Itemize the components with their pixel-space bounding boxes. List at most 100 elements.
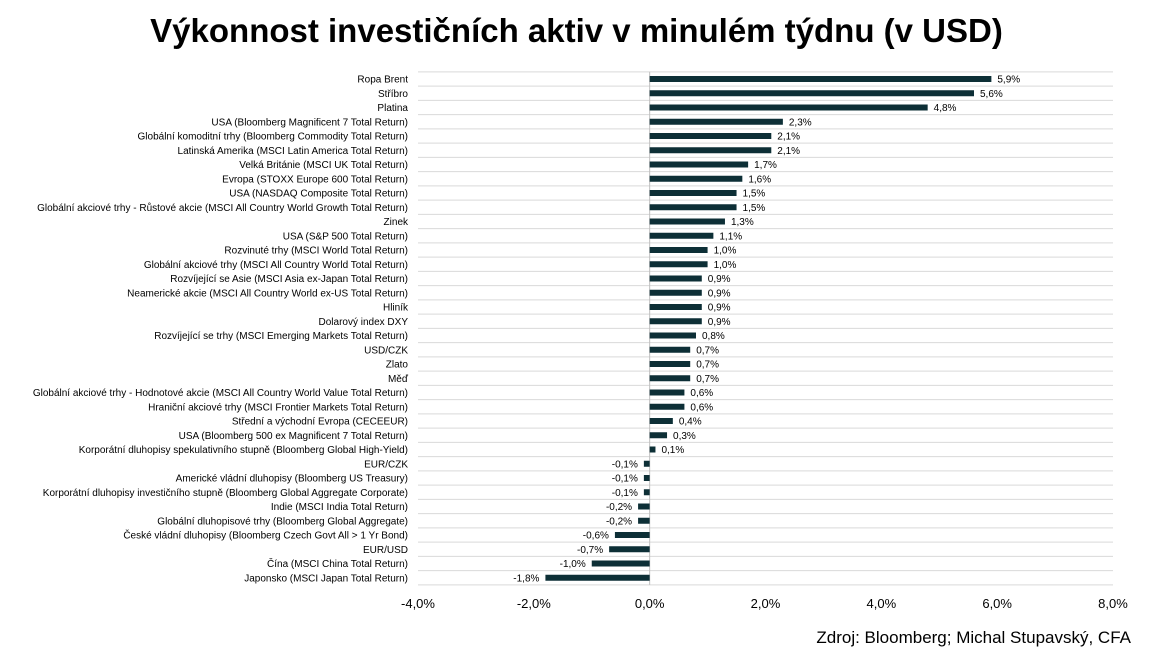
value-label: 0,7% bbox=[696, 345, 719, 356]
bar bbox=[649, 318, 702, 325]
bar bbox=[649, 161, 749, 168]
value-label: 0,9% bbox=[708, 288, 731, 299]
category-label: Indie (MSCI India Total Return) bbox=[271, 502, 408, 513]
value-label: 1,7% bbox=[754, 160, 777, 171]
bar bbox=[643, 460, 650, 467]
category-label: Korporátní dluhopisy spekulativního stup… bbox=[79, 445, 408, 456]
category-label: Stříbro bbox=[378, 89, 408, 100]
value-label: 0,7% bbox=[696, 360, 719, 371]
value-label: -0,2% bbox=[606, 502, 632, 513]
value-label: 1,0% bbox=[714, 260, 737, 271]
x-tick-label: 4,0% bbox=[867, 596, 897, 611]
bar bbox=[545, 574, 650, 581]
value-label: 2,1% bbox=[777, 146, 800, 157]
category-label: USA (Bloomberg 500 ex Magnificent 7 Tota… bbox=[179, 431, 408, 442]
category-label: Japonsko (MSCI Japan Total Return) bbox=[244, 573, 408, 584]
value-label: 5,6% bbox=[980, 89, 1003, 100]
bar bbox=[649, 346, 691, 353]
category-label: Hraniční akciové trhy (MSCI Frontier Mar… bbox=[148, 402, 408, 413]
value-label: 0,1% bbox=[661, 445, 684, 456]
bar bbox=[649, 418, 673, 424]
grid-lines bbox=[418, 71, 1113, 586]
category-label: České vládní dluhopisy (Bloomberg Czech … bbox=[123, 529, 408, 542]
value-label: 0,9% bbox=[708, 317, 731, 328]
bar bbox=[649, 190, 737, 196]
category-label: Globální dluhopisové trhy (Bloomberg Glo… bbox=[157, 516, 408, 527]
category-label: Globální akciové trhy - Hodnotové akcie … bbox=[33, 388, 408, 399]
bars bbox=[545, 76, 992, 581]
bar bbox=[638, 503, 650, 510]
bar bbox=[649, 218, 725, 225]
category-label: Rozvinuté trhy (MSCI World Total Return) bbox=[224, 246, 408, 257]
value-label: 1,5% bbox=[743, 189, 766, 200]
category-label: EUR/CZK bbox=[364, 459, 408, 470]
bar bbox=[649, 304, 702, 310]
value-label: 0,9% bbox=[708, 274, 731, 285]
value-label: 1,3% bbox=[731, 217, 754, 228]
value-label: 1,0% bbox=[714, 246, 737, 257]
bar bbox=[649, 147, 772, 154]
value-label: 1,6% bbox=[748, 174, 771, 185]
value-label: -1,8% bbox=[513, 573, 539, 584]
value-label: -0,1% bbox=[612, 459, 638, 470]
x-tick-labels: -4,0% -2,0% 0,0% 2,0% 4,0% 6,0% 8,0% bbox=[401, 596, 1128, 611]
category-label: USA (NASDAQ Composite Total Return) bbox=[229, 189, 408, 200]
value-label: 4,8% bbox=[934, 103, 957, 114]
x-tick-label: -2,0% bbox=[517, 596, 551, 611]
bar bbox=[649, 261, 708, 268]
bar bbox=[649, 204, 737, 211]
category-label: Střední a východní Evropa (CECEEUR) bbox=[232, 417, 408, 428]
bar bbox=[649, 289, 702, 296]
category-label: Korporátní dluhopisy investičního stupně… bbox=[43, 488, 408, 499]
source-note: Zdroj: Bloomberg; Michal Stupavský, CFA bbox=[816, 628, 1131, 647]
bar bbox=[649, 90, 974, 97]
category-label: Měď bbox=[388, 374, 409, 385]
bar bbox=[649, 332, 696, 339]
value-label: 5,9% bbox=[997, 75, 1020, 86]
category-label: USA (Bloomberg Magnificent 7 Total Retur… bbox=[211, 117, 408, 128]
value-label: -0,7% bbox=[577, 545, 603, 556]
value-label: 0,3% bbox=[673, 431, 696, 442]
bar bbox=[649, 389, 685, 396]
value-label: 2,3% bbox=[789, 117, 812, 128]
value-label: 0,7% bbox=[696, 374, 719, 385]
category-label: USA (S&P 500 Total Return) bbox=[283, 231, 408, 242]
bar bbox=[649, 432, 668, 439]
value-label: 0,8% bbox=[702, 331, 725, 342]
category-label: Zlato bbox=[386, 360, 409, 371]
x-tick-label: 6,0% bbox=[982, 596, 1012, 611]
bar bbox=[649, 76, 992, 82]
bar bbox=[649, 118, 783, 125]
category-label: Evropa (STOXX Europe 600 Total Return) bbox=[222, 174, 408, 185]
category-label: USD/CZK bbox=[364, 345, 408, 356]
bar bbox=[649, 446, 656, 453]
category-label: Čína (MSCI China Total Return) bbox=[267, 557, 408, 570]
bar bbox=[649, 375, 691, 382]
category-label: Globální komoditní trhy (Bloomberg Commo… bbox=[138, 132, 408, 143]
value-label: -0,2% bbox=[606, 516, 632, 527]
x-tick-label: 0,0% bbox=[635, 596, 665, 611]
value-label: 0,4% bbox=[679, 417, 702, 428]
bar bbox=[614, 532, 650, 538]
category-label: Velká Británie (MSCI UK Total Return) bbox=[239, 160, 408, 171]
category-label: Platina bbox=[377, 103, 408, 114]
category-label: Neamerické akcie (MSCI All Country World… bbox=[127, 288, 408, 299]
value-label: 1,5% bbox=[743, 203, 766, 214]
category-label: Americké vládní dluhopisy (Bloomberg US … bbox=[176, 474, 408, 485]
category-label: Ropa Brent bbox=[357, 75, 408, 86]
x-tick-label: -4,0% bbox=[401, 596, 435, 611]
bar bbox=[649, 247, 708, 253]
bar bbox=[643, 475, 650, 481]
value-label: 2,1% bbox=[777, 132, 800, 143]
value-label: -1,0% bbox=[560, 559, 586, 570]
category-label: Latinská Amerika (MSCI Latin America Tot… bbox=[178, 146, 408, 157]
value-labels: 5,9%5,6%4,8%2,3%2,1%2,1%1,7%1,6%1,5%1,5%… bbox=[513, 75, 1020, 585]
value-label: -0,1% bbox=[612, 488, 638, 499]
value-label: 0,6% bbox=[690, 402, 713, 413]
bar bbox=[609, 546, 650, 553]
value-label: -0,6% bbox=[583, 531, 609, 542]
category-label: Globální akciové trhy - Růstové akcie (M… bbox=[37, 202, 408, 214]
category-label: Hliník bbox=[383, 303, 409, 314]
bar bbox=[643, 489, 650, 496]
